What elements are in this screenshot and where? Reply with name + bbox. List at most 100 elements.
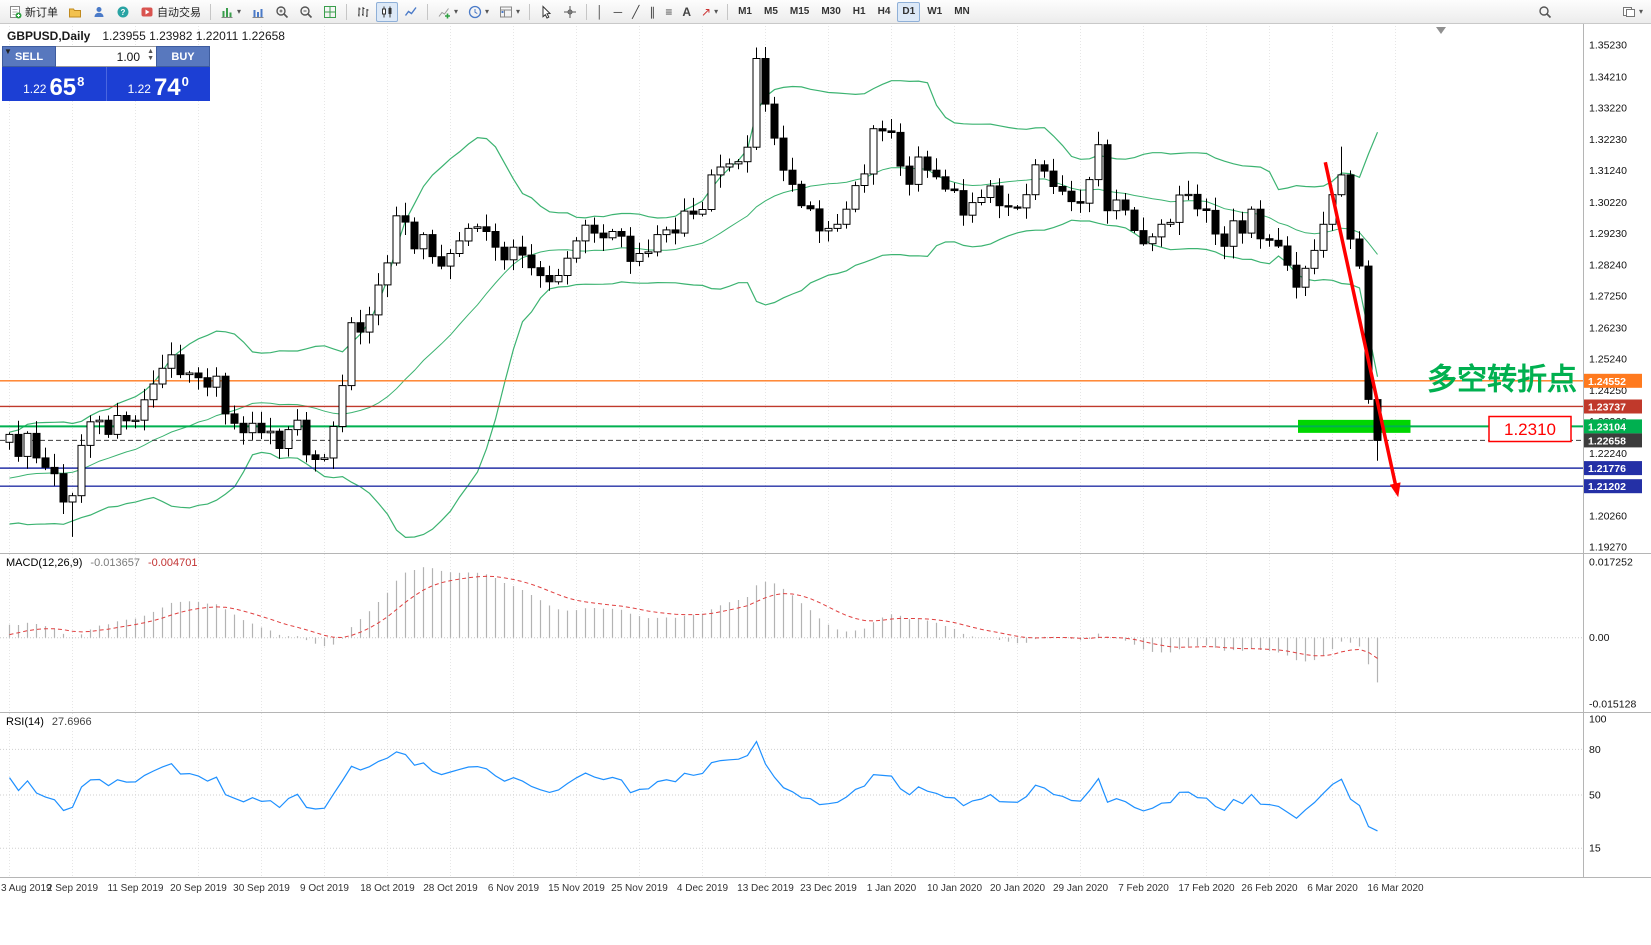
candle-body xyxy=(1319,223,1328,251)
timeframe-m5-button[interactable]: M5 xyxy=(759,2,783,22)
buy-button[interactable]: BUY xyxy=(156,46,210,67)
turning-point-label[interactable]: 多空转折点 xyxy=(1427,364,1577,397)
bid-price-pip: 8 xyxy=(77,74,85,89)
templates-button[interactable]: ▾ xyxy=(495,2,524,22)
candle-body xyxy=(545,275,554,283)
candle-body xyxy=(1175,194,1184,223)
timeframe-m30-button[interactable]: M30 xyxy=(816,2,845,22)
candle-body xyxy=(455,240,464,254)
date-label: 18 Oct 2019 xyxy=(360,883,415,894)
timeframe-h4-button[interactable]: H4 xyxy=(873,2,896,22)
candle-body xyxy=(1211,209,1220,235)
timeframe-h1-button[interactable]: H1 xyxy=(848,2,871,22)
candle-body xyxy=(842,208,851,225)
bar-chart-type-button[interactable] xyxy=(352,2,374,22)
periods-button[interactable]: ▾ xyxy=(464,2,493,22)
chart-shift-marker[interactable] xyxy=(1436,27,1446,34)
candle-body xyxy=(770,103,779,139)
candle-body xyxy=(383,262,392,286)
help-button[interactable]: ? xyxy=(112,2,134,22)
candle-body xyxy=(293,419,302,431)
rsi-label: RSI(14) 27.6966 xyxy=(6,716,92,728)
candle-body xyxy=(68,495,77,503)
community-button[interactable] xyxy=(88,2,110,22)
candle-body xyxy=(1058,186,1067,192)
level-box-annotation[interactable] xyxy=(1488,415,1572,443)
candle-body xyxy=(581,224,590,242)
price-scale-label: 1.19270 xyxy=(1589,541,1627,553)
candlestick-type-button[interactable] xyxy=(376,1,399,22)
timeframe-d1-button[interactable]: D1 xyxy=(897,1,921,22)
cursor-button[interactable] xyxy=(535,2,557,22)
price-level-box-label: 1.23104 xyxy=(1588,421,1626,433)
vertical-line-button[interactable]: │ xyxy=(592,2,608,22)
tile-windows-button[interactable] xyxy=(319,2,341,22)
new-chart-button[interactable]: ▾ xyxy=(216,2,245,22)
tile-windows-icon xyxy=(324,5,337,18)
candle-body xyxy=(1013,206,1022,209)
candle-body xyxy=(392,215,401,264)
new-order-button[interactable]: 新订单 xyxy=(4,2,62,22)
candle-body xyxy=(104,419,113,435)
toolbar-separator xyxy=(346,3,348,20)
candle-body xyxy=(878,128,887,132)
candle-body xyxy=(572,240,581,259)
timeframe-w1-button[interactable]: W1 xyxy=(922,2,947,22)
text-button[interactable]: A xyxy=(678,2,695,22)
spinner-up-icon[interactable]: ▲ xyxy=(147,48,154,55)
candle-body xyxy=(806,205,815,210)
timeframe-group: M1 M5 M15 M30 H1 H4 D1 W1 MN xyxy=(732,1,976,22)
candle-body xyxy=(284,429,293,450)
timeframe-m15-button[interactable]: M15 xyxy=(785,2,814,22)
autotrading-button[interactable]: 自动交易 xyxy=(136,2,205,22)
price-scale-label: 1.32230 xyxy=(1589,134,1627,146)
crosshair-button[interactable] xyxy=(559,2,581,22)
candle-body xyxy=(320,457,329,460)
trend-arrow-line[interactable] xyxy=(1323,161,1399,490)
candle-body xyxy=(1031,164,1040,196)
rsi-scale-label: 50 xyxy=(1589,790,1601,802)
autotrading-icon xyxy=(141,7,153,16)
candle-body xyxy=(1130,209,1139,232)
candle-body xyxy=(266,430,275,434)
candle-body xyxy=(221,375,230,415)
candle-body xyxy=(1148,236,1157,245)
ask-price-pip: 0 xyxy=(181,74,189,89)
candle-body xyxy=(815,208,824,232)
ask-price-button[interactable]: 1.22 74 0 xyxy=(107,67,211,101)
candle-body xyxy=(140,399,149,421)
fibonacci-button[interactable]: ≡ xyxy=(661,2,676,22)
candle-body xyxy=(176,354,185,376)
timeframe-m1-button[interactable]: M1 xyxy=(733,2,757,22)
zoom-out-button[interactable] xyxy=(295,2,317,22)
folder-icon xyxy=(69,8,81,17)
volume-field[interactable]: 1.00 ▲ ▼ xyxy=(56,46,156,67)
price-level-box-label: 1.24552 xyxy=(1588,376,1626,388)
line-chart-type-button[interactable] xyxy=(400,2,422,22)
date-label: 20 Sep 2019 xyxy=(170,883,227,894)
horizontal-line-button[interactable]: ─ xyxy=(610,2,627,22)
one-click-prices: 1.22 65 8 1.22 74 0 xyxy=(2,67,210,101)
chart-list-button[interactable] xyxy=(247,2,269,22)
spinner-down-icon[interactable]: ▼ xyxy=(147,55,154,62)
date-label: 15 Nov 2019 xyxy=(548,883,605,894)
horizontal-line-icon: ─ xyxy=(613,4,623,19)
date-label: 28 Oct 2019 xyxy=(423,883,478,894)
window-layout-button[interactable]: ▾ xyxy=(1618,2,1647,22)
indicators-button[interactable]: ▾ xyxy=(433,2,462,22)
candle-body xyxy=(41,457,50,468)
timeframe-mn-button[interactable]: MN xyxy=(949,2,975,22)
sell-button[interactable]: SELL xyxy=(2,46,56,67)
zoom-in-button[interactable] xyxy=(271,2,293,22)
trendline-button[interactable]: ╱ xyxy=(628,2,643,22)
trend-arrow-head[interactable] xyxy=(1389,482,1401,498)
bid-price-button[interactable]: 1.22 65 8 xyxy=(2,67,107,101)
candle-body xyxy=(167,354,176,369)
one-click-collapse-toggle[interactable]: ▼ xyxy=(4,47,12,56)
search-button[interactable] xyxy=(1534,2,1556,22)
candle-body xyxy=(401,215,410,223)
channel-button[interactable]: ∥ xyxy=(645,2,659,22)
candle-body xyxy=(185,372,194,376)
profiles-button[interactable] xyxy=(64,2,86,22)
arrows-button[interactable]: ↗ ▾ xyxy=(697,2,722,22)
